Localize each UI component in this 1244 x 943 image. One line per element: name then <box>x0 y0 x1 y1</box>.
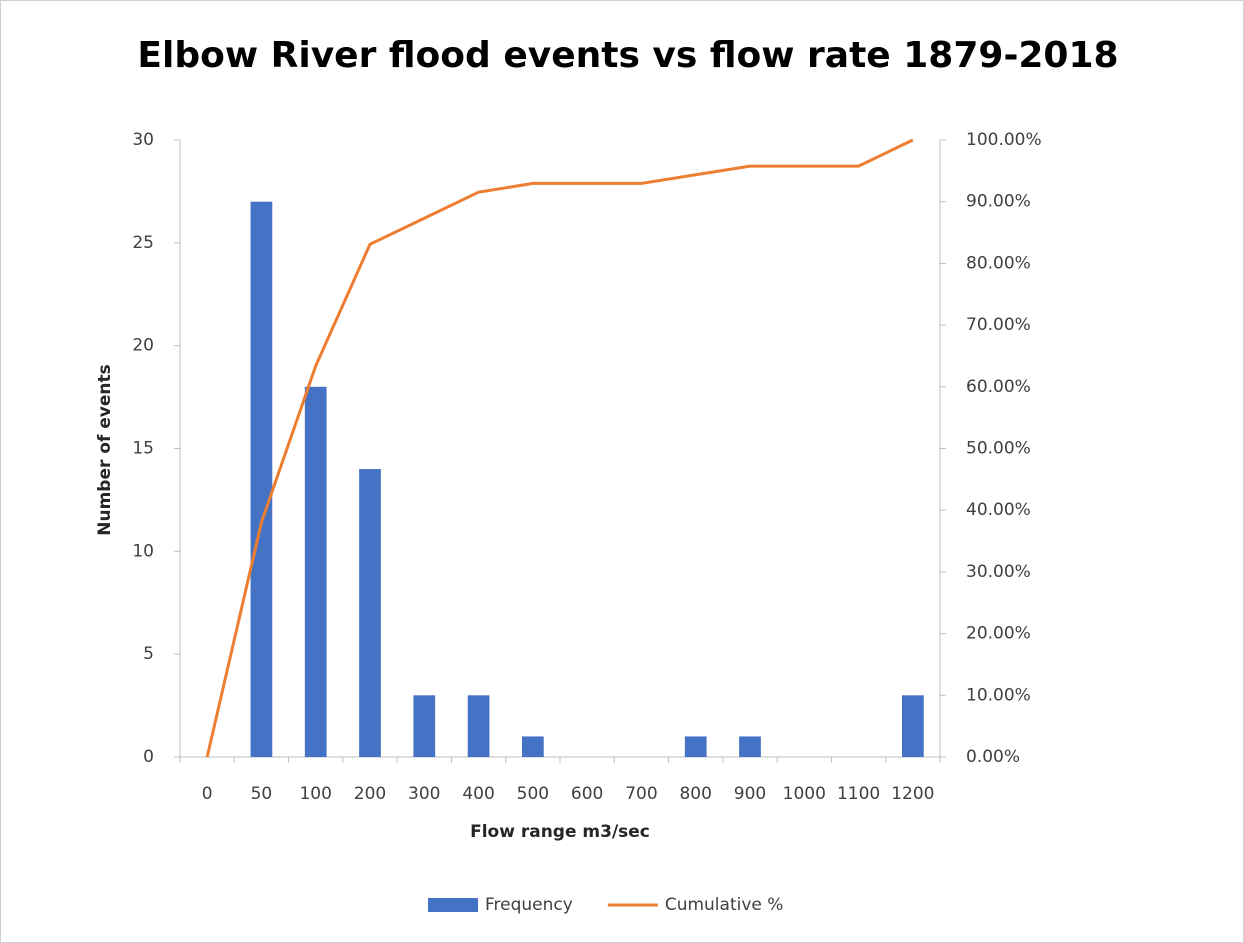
x-tick-label: 900 <box>734 784 766 804</box>
y2-tick-label: 90.00% <box>966 192 1031 212</box>
line <box>205 138 914 758</box>
y-axis-label: Number of events <box>95 364 115 536</box>
y-tick-label: 20 <box>132 336 154 356</box>
bar <box>359 469 381 757</box>
y2-tick-label: 10.00% <box>966 685 1031 705</box>
y2-tick-label: 50.00% <box>966 439 1031 459</box>
y2-tick-label: 40.00% <box>966 500 1031 520</box>
y2-tick-label: 0.00% <box>966 747 1020 767</box>
x-tick-label: 800 <box>679 784 711 804</box>
y-tick-label: 30 <box>132 130 154 150</box>
y-tick-label: 5 <box>143 644 154 664</box>
y2-tick-label: 70.00% <box>966 315 1031 335</box>
chart-title: Elbow River flood events vs flow rate 18… <box>137 35 1118 76</box>
bar <box>467 695 490 757</box>
bar <box>522 736 544 757</box>
y-tick-label: 10 <box>132 541 154 561</box>
y-tick-label: 15 <box>132 439 154 459</box>
x-axis-label: Flow range m3/sec <box>470 822 650 842</box>
legend-swatch <box>428 898 478 912</box>
y-tick-label: 25 <box>132 233 154 253</box>
bar <box>413 695 436 757</box>
legend-label: Frequency <box>485 895 573 915</box>
x-tick-label: 600 <box>571 784 603 804</box>
x-tick-label: 0 <box>202 784 213 804</box>
y2-tick-label: 80.00% <box>966 253 1031 273</box>
y2-tick-label: 30.00% <box>966 562 1031 582</box>
y2-tick-label: 20.00% <box>966 624 1031 644</box>
x-tick-label: 200 <box>354 784 386 804</box>
x-tick-label: 100 <box>299 784 331 804</box>
x-tick-label: 700 <box>625 784 657 804</box>
bar <box>684 736 707 757</box>
x-tick-label: 300 <box>408 784 440 804</box>
y2-tick-label: 100.00% <box>966 130 1042 150</box>
x-tick-label: 500 <box>517 784 549 804</box>
x-tick-label: 1000 <box>783 784 826 804</box>
y2-tick-label: 60.00% <box>966 377 1031 397</box>
x-tick-label: 50 <box>251 784 273 804</box>
x-tick-label: 1100 <box>837 784 880 804</box>
x-tick-label: 1200 <box>891 784 934 804</box>
bar <box>739 736 761 757</box>
legend-label: Cumulative % <box>665 895 784 915</box>
x-tick-label: 400 <box>462 784 494 804</box>
bar <box>902 695 924 757</box>
y-tick-label: 0 <box>143 747 154 767</box>
bar <box>304 386 327 757</box>
bar <box>250 201 273 757</box>
